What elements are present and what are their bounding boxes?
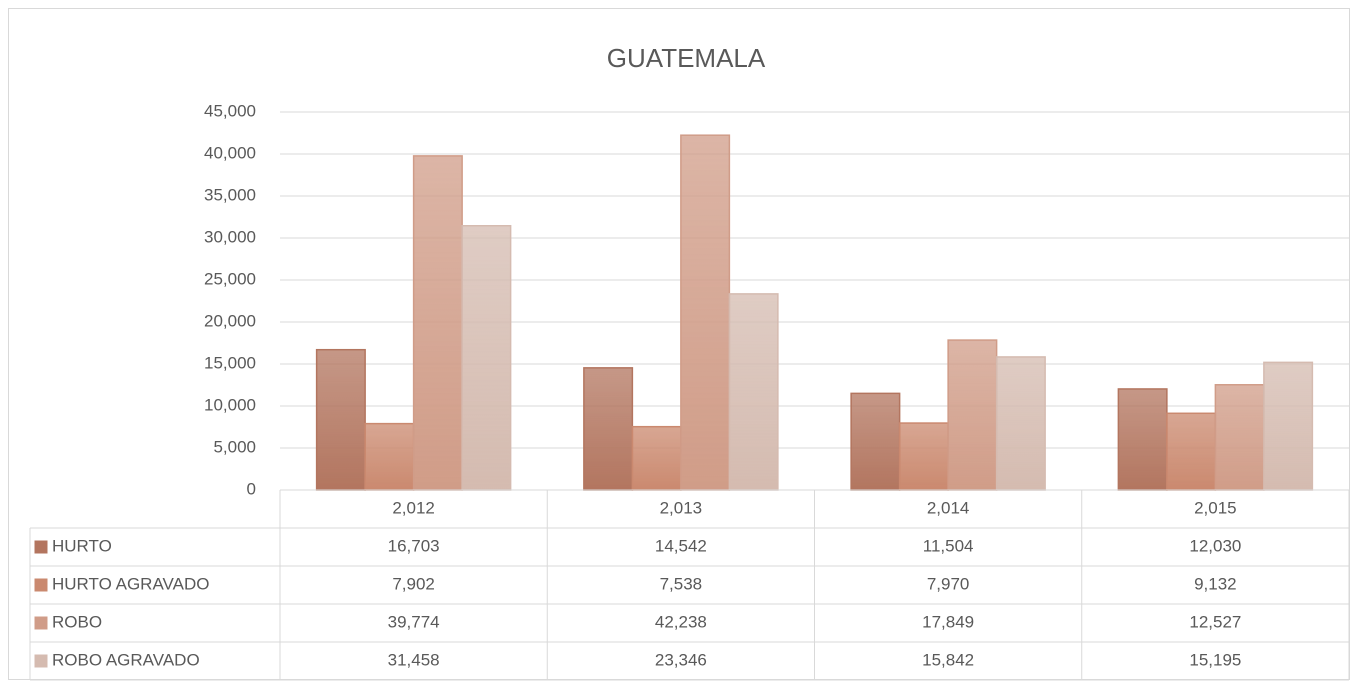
table-value: 23,346: [655, 650, 707, 669]
x-tick-label: 2,012: [392, 498, 435, 517]
bar: [898, 422, 949, 491]
chart-title: GUATEMALA: [607, 43, 766, 73]
bar: [1166, 412, 1217, 491]
legend-key: [34, 654, 48, 668]
legend-key: [34, 540, 48, 554]
table-value: 7,902: [392, 574, 435, 593]
table-value: 7,970: [927, 574, 970, 593]
bar: [364, 422, 415, 491]
table-value: 15,195: [1189, 650, 1241, 669]
y-tick-label: 5,000: [213, 437, 256, 456]
table-value: 7,538: [660, 574, 703, 593]
bar: [631, 425, 682, 491]
legend-key: [34, 616, 48, 630]
table-value: 12,030: [1189, 536, 1241, 555]
y-tick-label: 10,000: [204, 395, 256, 414]
bar: [850, 392, 901, 491]
y-tick-label: 45,000: [204, 101, 256, 120]
table-value: 39,774: [388, 612, 440, 631]
legend-label: HURTO: [52, 536, 112, 555]
x-tick-label: 2,015: [1194, 498, 1237, 517]
table-value: 17,849: [922, 612, 974, 631]
bar: [1263, 361, 1314, 491]
y-tick-label: 40,000: [204, 143, 256, 162]
bar: [680, 134, 731, 491]
legend-label: ROBO: [52, 612, 102, 631]
table-value: 31,458: [388, 650, 440, 669]
table-value: 11,504: [923, 536, 974, 555]
table-value: 14,542: [655, 536, 707, 555]
bar: [412, 155, 463, 491]
y-tick-label: 0: [247, 479, 256, 498]
x-tick-label: 2,013: [660, 498, 703, 517]
bar: [1117, 388, 1168, 491]
y-tick-label: 15,000: [204, 353, 256, 372]
bar: [728, 293, 779, 491]
bar: [583, 367, 634, 491]
table-value: 12,527: [1189, 612, 1241, 631]
y-tick-label: 35,000: [204, 185, 256, 204]
bar: [315, 348, 366, 491]
chart-border: [8, 8, 1350, 680]
table-value: 16,703: [388, 536, 440, 555]
bar: [461, 225, 512, 491]
y-tick-label: 30,000: [204, 227, 256, 246]
x-tick-label: 2,014: [927, 498, 970, 517]
bar: [1214, 384, 1265, 491]
table-value: 9,132: [1194, 574, 1237, 593]
legend-label: HURTO AGRAVADO: [52, 574, 209, 593]
y-tick-label: 20,000: [204, 311, 256, 330]
legend-label: ROBO AGRAVADO: [52, 650, 200, 669]
table-value: 42,238: [655, 612, 707, 631]
bar: [947, 339, 998, 491]
y-tick-label: 25,000: [204, 269, 256, 288]
table-value: 15,842: [922, 650, 974, 669]
bar: [995, 356, 1046, 491]
legend-key: [34, 578, 48, 592]
